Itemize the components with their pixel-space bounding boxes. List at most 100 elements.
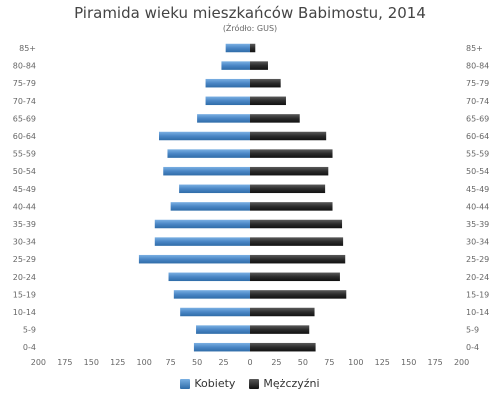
y-tick-label-right: 20-24 (466, 273, 489, 282)
bar-female[interactable] (179, 184, 250, 194)
chart-title: Piramida wieku mieszkańców Babimostu, 20… (74, 4, 426, 22)
bar-male[interactable] (250, 307, 315, 317)
x-tick-label: 25 (218, 358, 228, 367)
bar-male[interactable] (250, 237, 344, 246)
y-tick-label-left: 70-74 (13, 97, 36, 106)
x-tick-label: 75 (166, 358, 176, 367)
bar-female[interactable] (180, 307, 250, 317)
y-tick-label-right: 35-39 (466, 220, 489, 229)
x-tick-label: 50 (192, 358, 202, 367)
x-tick-label: 200 (31, 358, 46, 367)
x-tick-label: 100 (348, 358, 363, 367)
y-tick-label-left: 80-84 (13, 62, 36, 71)
bar-female[interactable] (173, 290, 250, 299)
y-tick-label-right: 75-79 (466, 79, 489, 88)
y-tick-label-left: 25-29 (13, 255, 36, 264)
bar-female[interactable] (170, 202, 250, 211)
bar-male[interactable] (250, 114, 300, 123)
y-tick-label-left: 40-44 (13, 202, 36, 211)
y-tick-label-left: 75-79 (13, 79, 36, 88)
bar-male[interactable] (250, 254, 346, 264)
y-tick-label-right: 25-29 (466, 255, 489, 264)
y-tick-label-left: 20-24 (13, 273, 36, 282)
y-tick-label-right: 85+ (466, 44, 483, 53)
bar-female[interactable] (221, 61, 250, 70)
legend-swatch-male (249, 378, 260, 389)
bar-male[interactable] (250, 325, 310, 334)
bar-female[interactable] (196, 325, 250, 334)
y-tick-label-right: 30-34 (466, 238, 489, 247)
bar-female[interactable] (163, 166, 250, 176)
bar-male[interactable] (250, 290, 347, 299)
legend-item-female[interactable]: Kobiety (180, 377, 235, 390)
x-tick-label: 125 (110, 358, 125, 367)
bars-layer (138, 43, 347, 352)
x-tick-label: 100 (137, 358, 152, 367)
y-tick-label-left: 60-64 (13, 132, 36, 141)
legend-item-male[interactable]: Mężczyźni (249, 377, 320, 390)
bar-female[interactable] (205, 96, 250, 106)
bar-male[interactable] (250, 202, 333, 211)
y-tick-label-right: 50-54 (466, 167, 489, 176)
x-tick-label: 75 (324, 358, 334, 367)
y-tick-label-left: 0-4 (23, 343, 36, 352)
y-tick-label-left: 35-39 (13, 220, 36, 229)
bar-male[interactable] (250, 96, 286, 106)
bar-female[interactable] (168, 272, 250, 282)
legend-label-female: Kobiety (194, 377, 236, 390)
legend-label-male: Mężczyźni (263, 377, 320, 390)
bar-male[interactable] (250, 61, 268, 70)
bar-female[interactable] (167, 149, 250, 158)
labels-layer: 85+ 85+ 80-84 80-84 75-79 75-79 70-74 70-74 65-6… (13, 44, 490, 367)
x-tick-label: 175 (57, 358, 72, 367)
y-tick-label-left: 65-69 (13, 114, 36, 123)
legend: Kobiety Mężczyźni (0, 377, 500, 390)
x-tick-label: 150 (401, 358, 416, 367)
y-tick-label-left: 15-19 (13, 290, 36, 299)
y-tick-label-left: 50-54 (13, 167, 36, 176)
y-tick-label-left: 5-9 (23, 326, 36, 335)
x-tick-label: 0 (247, 358, 252, 367)
x-tick-label: 125 (375, 358, 390, 367)
y-tick-label-left: 30-34 (13, 238, 36, 247)
y-tick-label-right: 45-49 (466, 185, 489, 194)
bar-male[interactable] (250, 184, 326, 194)
y-tick-label-right: 65-69 (466, 114, 489, 123)
y-tick-label-right: 10-14 (466, 308, 489, 317)
bar-female[interactable] (154, 219, 250, 229)
bar-male[interactable] (250, 272, 340, 282)
x-tick-label: 175 (428, 358, 443, 367)
y-tick-label-right: 15-19 (466, 290, 489, 299)
bar-male[interactable] (250, 166, 329, 176)
y-tick-label-right: 70-74 (466, 97, 489, 106)
bar-female[interactable] (154, 237, 250, 246)
y-tick-label-right: 80-84 (466, 62, 489, 71)
y-tick-label-left: 45-49 (13, 185, 36, 194)
bar-male[interactable] (250, 342, 316, 352)
y-tick-label-right: 0-4 (466, 343, 479, 352)
bar-female[interactable] (138, 254, 250, 264)
x-tick-label: 150 (84, 358, 99, 367)
x-tick-label: 200 (454, 358, 469, 367)
y-tick-label-left: 85+ (19, 44, 36, 53)
bar-female[interactable] (159, 131, 250, 141)
bar-male[interactable] (250, 219, 343, 229)
bar-female[interactable] (205, 78, 250, 88)
x-tick-label: 50 (298, 358, 308, 367)
y-tick-label-right: 5-9 (466, 326, 479, 335)
y-tick-label-left: 55-59 (13, 150, 36, 159)
y-tick-label-right: 60-64 (466, 132, 489, 141)
bar-male[interactable] (250, 149, 333, 158)
bar-female[interactable] (197, 114, 250, 123)
chart-subtitle: (Źródło: GUS) (222, 24, 278, 33)
y-tick-label-right: 55-59 (466, 150, 489, 159)
bar-male[interactable] (250, 131, 327, 141)
y-tick-label-right: 40-44 (466, 202, 489, 211)
bar-female[interactable] (225, 43, 250, 53)
x-tick-label: 25 (271, 358, 281, 367)
bar-female[interactable] (193, 342, 250, 352)
bar-male[interactable] (250, 43, 256, 53)
bar-male[interactable] (250, 78, 281, 88)
